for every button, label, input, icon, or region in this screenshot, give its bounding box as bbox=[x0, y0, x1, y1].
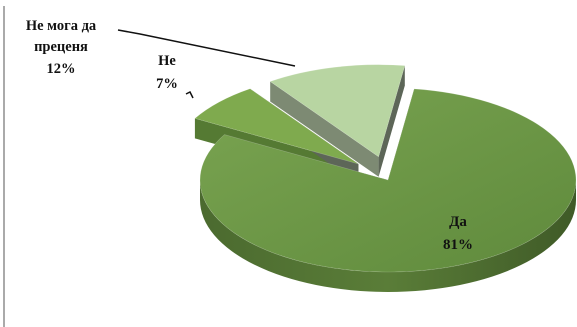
pie-slices bbox=[194, 64, 577, 292]
label-unsure-line2: преценя bbox=[34, 39, 88, 55]
label-no-name: Не bbox=[158, 53, 176, 69]
slice-unsure-radial-wall bbox=[378, 65, 405, 177]
label-unsure-line1: Не мога да bbox=[26, 18, 97, 34]
label-no-percent: 7% bbox=[156, 76, 178, 92]
slice-unsure bbox=[269, 64, 406, 177]
label-yes-name: Да bbox=[449, 214, 467, 230]
slice-no-top bbox=[194, 88, 359, 165]
label-unsure-percent: 12% bbox=[47, 61, 76, 77]
slice-unsure-top bbox=[269, 64, 406, 158]
slice-unsure-radial-wall bbox=[270, 81, 379, 177]
leader-line-no bbox=[185, 90, 194, 99]
slice-yes bbox=[199, 88, 577, 292]
leader-line-unsure bbox=[117, 29, 296, 67]
slice-yes-outer-wall bbox=[200, 180, 576, 292]
slice-yes-top bbox=[199, 88, 577, 273]
label-yes-percent: 81% bbox=[443, 237, 473, 253]
